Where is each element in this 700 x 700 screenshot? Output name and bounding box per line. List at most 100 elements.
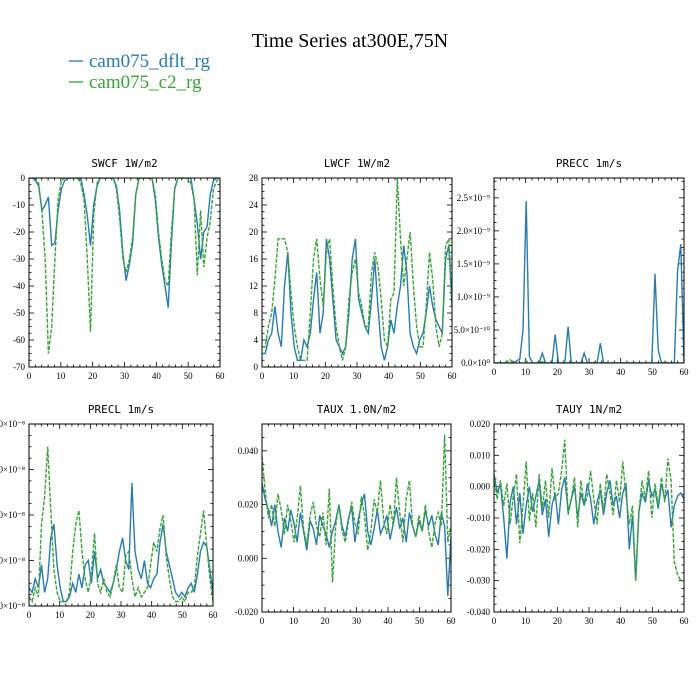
y-tick-label: 16 — [249, 254, 259, 264]
x-tick-label: 40 — [384, 371, 394, 381]
y-tick-label: -30 — [13, 254, 25, 264]
x-tick-label: 20 — [321, 371, 331, 381]
series-line-c2 — [494, 358, 684, 363]
x-tick-label: 60 — [680, 616, 690, 626]
y-tick-label: -0.010 — [467, 513, 491, 523]
y-tick-label: -50 — [13, 308, 25, 318]
x-tick-label: 10 — [55, 610, 65, 620]
legend-label-c2: cam075_c2_rg — [89, 72, 202, 93]
series-line-dflt — [494, 473, 684, 581]
y-tick-label: -60 — [13, 335, 25, 345]
panel-precc: PRECC 1m/s 0 10 20 30 40 50 60 0.0×10⁰ 5.0×10⁻¹⁰ 1… — [454, 157, 689, 377]
series-line-dflt — [29, 178, 220, 308]
plot-frame — [493, 423, 685, 613]
x-tick-label: 10 — [521, 367, 531, 377]
plot-frame — [28, 177, 221, 368]
y-tick-label: 0.040 — [238, 446, 259, 456]
panel-title-swcf: SWCF 1W/m2 — [91, 157, 157, 170]
x-tick-label: 60 — [448, 371, 458, 381]
plot-frame — [28, 423, 214, 607]
y-tick-label: 0×10⁻⁸ — [0, 510, 25, 520]
y-tick-label: 0 — [21, 173, 26, 183]
x-tick-label: 50 — [648, 616, 658, 626]
legend-label-dflt: cam075_dflt_rg — [89, 51, 211, 72]
y-tick-label: 0×10⁻⁸ — [0, 556, 25, 566]
y-tick-label: 1.0×10⁻⁹ — [457, 292, 490, 302]
y-tick-label: 0×10⁻⁸ — [0, 419, 25, 429]
y-tick-label: -0.030 — [467, 576, 491, 586]
x-tick-label: 40 — [616, 367, 626, 377]
series-line-c2 — [262, 434, 451, 583]
x-tick-label: 50 — [416, 371, 426, 381]
y-tick-label: 0 — [254, 362, 259, 372]
y-tick-label: 0×10⁻⁸ — [0, 601, 25, 611]
x-tick-label: 60 — [447, 616, 457, 626]
panel-swcf: SWCF 1W/m2 0 10 20 30 40 50 60 0 -10 -20 -30 -40 -50 -… — [13, 157, 225, 381]
x-tick-label: 10 — [289, 616, 299, 626]
plot-frame — [261, 423, 452, 613]
x-tick-label: 40 — [384, 616, 394, 626]
x-tick-label: 60 — [209, 610, 219, 620]
y-tick-label: 5.0×10⁻¹⁰ — [454, 325, 491, 335]
x-tick-label: 0 — [27, 371, 32, 381]
series-line-c2 — [29, 178, 220, 354]
y-tick-label: 4 — [254, 335, 259, 345]
y-tick-label: 12 — [249, 281, 258, 291]
y-tick-label: 0×10⁻⁸ — [0, 465, 25, 475]
x-tick-label: 10 — [289, 371, 299, 381]
panel-title-tauy: TAUY 1N/m2 — [556, 403, 622, 416]
x-tick-label: 40 — [152, 371, 162, 381]
y-tick-label: 0.000 — [238, 553, 259, 563]
x-tick-label: 20 — [553, 616, 563, 626]
panel-taux: TAUX 1.0N/m2 0 10 20 30 40 50 60 -0.020 0.000 0.02… — [235, 403, 456, 626]
x-tick-label: 20 — [553, 367, 563, 377]
x-tick-label: 50 — [178, 610, 188, 620]
x-tick-label: 40 — [616, 616, 626, 626]
x-tick-label: 20 — [321, 616, 331, 626]
series-line-dflt — [29, 483, 213, 603]
y-tick-label: -0.020 — [235, 607, 259, 617]
x-tick-label: 0 — [260, 616, 265, 626]
y-tick-label: 2.5×10⁻⁹ — [457, 193, 490, 203]
y-tick-label: 0.010 — [470, 450, 491, 460]
y-tick-label: 20 — [249, 227, 259, 237]
x-tick-label: 30 — [117, 610, 127, 620]
x-tick-label: 0 — [260, 371, 265, 381]
x-tick-label: 0 — [27, 610, 32, 620]
y-tick-label: 8 — [254, 308, 259, 318]
panel-precl: PRECL 1m/s 0 10 20 30 40 50 60 0×10⁻⁸ 0×10⁻⁸ 0×10⁻… — [0, 403, 218, 620]
series-line-c2 — [29, 446, 213, 604]
series-line-c2 — [262, 178, 452, 361]
x-tick-label: 30 — [353, 371, 363, 381]
y-tick-label: 0.020 — [470, 419, 491, 429]
y-tick-label: -70 — [13, 362, 25, 372]
plot-frame — [261, 177, 453, 368]
y-tick-label: -0.040 — [467, 607, 491, 617]
panel-title-lwcf: LWCF 1W/m2 — [324, 157, 390, 170]
x-tick-label: 20 — [88, 371, 98, 381]
x-tick-label: 10 — [521, 616, 531, 626]
series-line-dflt — [494, 201, 684, 363]
y-tick-label: 0.000 — [470, 482, 491, 492]
y-tick-label: 28 — [249, 173, 259, 183]
x-tick-label: 50 — [415, 616, 425, 626]
x-tick-label: 60 — [680, 367, 690, 377]
panel-grid: SWCF 1W/m20 10 20 30 40 50 600-10-20-30-40-50-… — [0, 157, 689, 626]
y-tick-label: -0.020 — [467, 544, 491, 554]
panel-title-taux: TAUX 1.0N/m2 — [317, 403, 396, 416]
x-tick-label: 30 — [585, 367, 595, 377]
y-tick-label: 0.0×10⁰ — [461, 358, 490, 368]
figure-title: Time Series at300E,75N — [252, 30, 448, 52]
x-tick-label: 50 — [184, 371, 194, 381]
y-tick-label: 2.0×10⁻⁹ — [457, 226, 490, 236]
panel-tauy: TAUY 1N/m2 0 10 20 30 40 50 60 -0.040 -0.030 -0.02… — [467, 403, 689, 626]
series-line-dflt — [262, 482, 451, 596]
y-tick-label: 24 — [249, 200, 259, 210]
series-line-c2 — [494, 439, 684, 582]
y-tick-label: 1.5×10⁻⁹ — [457, 259, 490, 269]
x-tick-label: 40 — [147, 610, 157, 620]
legend: cam075_dflt_rg cam075_c2_rg — [69, 51, 211, 93]
panel-title-precc: PRECC 1m/s — [556, 157, 622, 170]
